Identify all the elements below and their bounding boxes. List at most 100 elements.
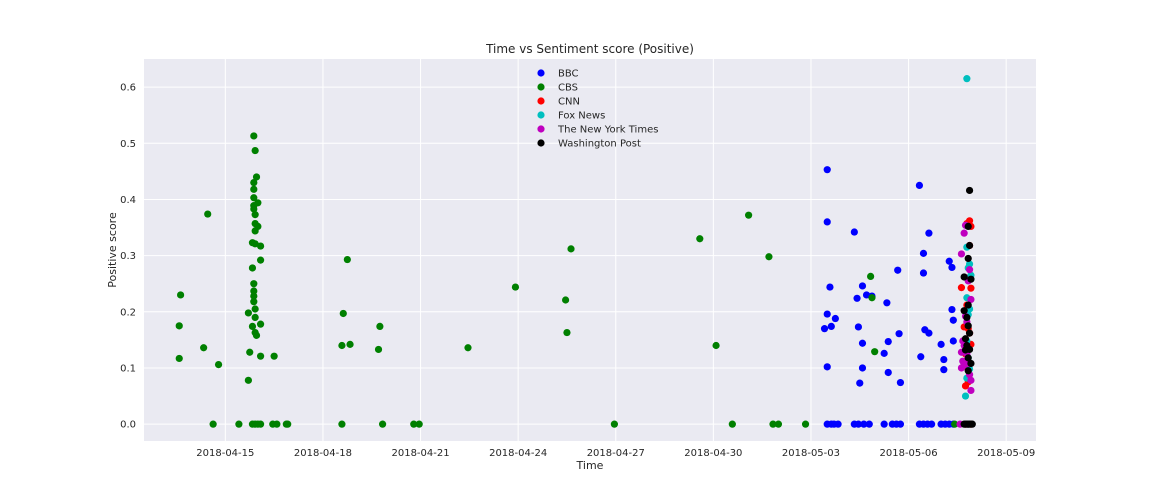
data-point [745, 211, 753, 219]
data-point [858, 364, 867, 372]
data-point [963, 75, 971, 83]
data-point [250, 298, 258, 306]
data-point [250, 287, 258, 295]
legend-marker [537, 97, 545, 105]
series-cbs [175, 132, 959, 428]
data-point [961, 392, 970, 400]
x-tick-label: 2018-04-15 [196, 448, 254, 459]
data-point [823, 166, 831, 174]
data-point [961, 346, 970, 354]
data-point [917, 353, 925, 361]
legend-label: The New York Times [557, 125, 658, 136]
y-tick-label: 0.0 [120, 420, 136, 431]
data-point [214, 361, 223, 369]
data-point [246, 348, 254, 356]
y-tick-labels: 0.0 0.1 0.2 0.3 0.4 0.5 0.6 [120, 83, 136, 431]
data-point [965, 186, 974, 195]
data-point [964, 322, 972, 330]
data-point [967, 386, 975, 395]
data-point [248, 264, 257, 272]
series-bbc [820, 166, 957, 428]
data-point [967, 275, 975, 283]
data-point [960, 307, 968, 315]
data-point [963, 313, 971, 322]
data-point [858, 282, 867, 290]
data-point [884, 337, 892, 346]
data-point [338, 341, 346, 350]
data-point [940, 366, 948, 374]
data-point [346, 340, 354, 348]
data-point [250, 292, 258, 300]
legend-marker [537, 139, 545, 147]
data-point [254, 222, 262, 231]
data-point [820, 325, 829, 333]
data-point [251, 146, 259, 155]
data-point [951, 420, 959, 428]
y-tick-label: 0.3 [120, 251, 136, 262]
x-tick-label: 2018-04-30 [684, 448, 742, 459]
data-point [964, 367, 972, 375]
data-point [339, 309, 347, 318]
legend-marker [537, 125, 545, 133]
data-point [567, 245, 575, 253]
data-point [256, 242, 265, 250]
data-point [940, 355, 948, 364]
data-point [175, 354, 183, 363]
data-point [244, 376, 252, 384]
data-point [251, 313, 259, 322]
data-point [894, 266, 902, 274]
data-point [248, 322, 257, 330]
data-point [250, 185, 258, 193]
data-point [827, 322, 835, 330]
data-point [961, 335, 970, 343]
legend-label: Fox News [558, 111, 605, 122]
x-tick-label: 2018-04-18 [294, 448, 352, 459]
data-point [965, 241, 974, 250]
data-point [968, 420, 976, 428]
data-point [270, 352, 278, 360]
data-point [964, 222, 972, 231]
data-point [965, 260, 974, 268]
data-point [826, 283, 834, 291]
data-point [250, 132, 258, 140]
data-point [895, 330, 903, 338]
data-point [960, 273, 968, 281]
data-point [967, 284, 975, 292]
x-tick-label: 2018-04-24 [489, 448, 547, 459]
data-point [561, 296, 570, 304]
data-point [250, 205, 258, 213]
legend-label: Washington Post [558, 139, 641, 150]
data-point [945, 257, 953, 265]
data-point [250, 178, 258, 187]
data-point [834, 420, 842, 428]
data-point [854, 323, 863, 331]
data-point [880, 420, 888, 428]
data-point [957, 284, 966, 292]
data-point [256, 320, 265, 328]
x-tick-label: 2018-05-06 [880, 448, 938, 459]
data-point [273, 420, 281, 428]
data-point [964, 254, 972, 263]
data-point [252, 173, 261, 181]
data-point [823, 363, 831, 371]
y-tick-label: 0.5 [120, 139, 136, 150]
data-point [175, 322, 183, 330]
data-point [774, 420, 783, 428]
data-point [200, 344, 208, 352]
data-point [862, 291, 871, 299]
x-tick-label: 2018-04-27 [587, 448, 645, 459]
data-points [175, 75, 976, 428]
data-point [415, 420, 423, 428]
data-point [865, 420, 873, 428]
data-point [915, 181, 924, 189]
data-point [251, 305, 259, 313]
data-point [250, 194, 258, 202]
data-point [850, 228, 858, 236]
series-washington-post [960, 186, 976, 428]
data-point [177, 291, 185, 299]
data-point [284, 420, 292, 428]
data-point [853, 294, 861, 302]
data-point [860, 420, 868, 428]
chart-title: Time vs Sentiment score (Positive) [485, 42, 694, 56]
data-point [256, 420, 265, 428]
